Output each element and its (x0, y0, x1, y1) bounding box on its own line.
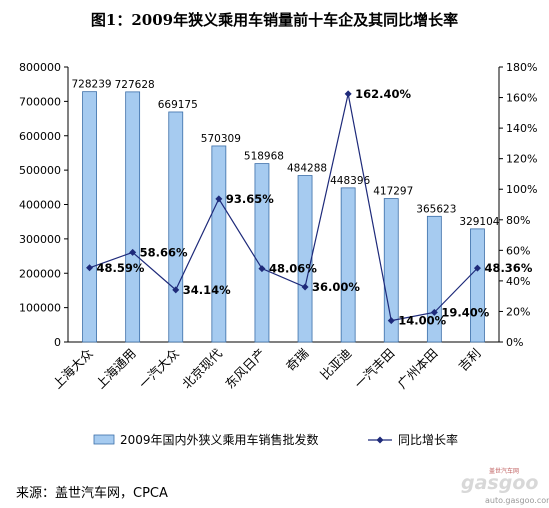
y-left-tick-label: 200000 (19, 267, 61, 280)
legend-bar-label: 2009年国内外狭义乘用车销售批发数 (120, 432, 319, 447)
bar (211, 145, 227, 343)
y-right-tick-label: 60% (506, 244, 530, 257)
y-left-tick-label: 600000 (19, 130, 61, 143)
watermark-url: auto.gasgoo.com (485, 496, 549, 505)
x-tick-label: 比亚迪 (317, 346, 354, 383)
line-value-label: 36.00% (312, 280, 360, 294)
bar-value-label: 669175 (158, 99, 198, 111)
y-left-tick-label: 300000 (19, 233, 61, 246)
y-right-tick-label: 120% (506, 153, 537, 166)
line-marker (129, 248, 137, 256)
y-right-tick-label: 80% (506, 214, 530, 227)
line-marker (172, 286, 180, 294)
legend-bar-swatch (93, 434, 115, 445)
line-value-label: 14.00% (398, 314, 446, 328)
line-value-label: 48.59% (97, 261, 145, 275)
bar-value-label: 329104 (459, 216, 499, 228)
x-tick-label: 上海大众 (50, 346, 96, 392)
line-value-label: 93.65% (226, 192, 274, 206)
y-left-tick-label: 800000 (19, 61, 61, 74)
bar (254, 163, 270, 343)
y-left-tick-label: 0 (54, 336, 61, 349)
line-value-label: 48.06% (269, 262, 317, 276)
line-marker (301, 283, 309, 291)
line-marker (387, 317, 395, 325)
bar-value-label: 417297 (373, 186, 413, 198)
bar-value-label: 728239 (72, 79, 112, 91)
x-tick-label: 上海通用 (93, 346, 139, 392)
bar-value-label: 518968 (244, 151, 284, 163)
line-value-label: 162.40% (355, 87, 411, 101)
bar (168, 111, 184, 343)
line-marker (473, 264, 481, 272)
y-right-tick-label: 40% (506, 275, 530, 288)
legend-line-label: 同比增长率 (398, 432, 458, 447)
bar (340, 187, 356, 343)
source-note: 来源：盖世汽车网，CPCA (16, 486, 168, 501)
y-right-tick-label: 160% (506, 92, 537, 105)
y-left-tick-label: 100000 (19, 302, 61, 315)
bar-value-label: 570309 (201, 133, 241, 145)
line-value-label: 48.36% (484, 261, 532, 275)
y-left-tick-label: 500000 (19, 164, 61, 177)
y-right-tick-label: 140% (506, 122, 537, 135)
line-marker (215, 195, 223, 203)
x-tick-label: 奇瑞 (283, 346, 311, 374)
y-right-tick-label: 100% (506, 183, 537, 196)
y-right-tick-label: 0% (506, 336, 523, 349)
bar-value-label: 484288 (287, 163, 327, 175)
bar-value-label: 448396 (330, 175, 370, 187)
x-tick-label: 一汽丰田 (351, 346, 397, 392)
y-left-tick-label: 400000 (19, 199, 61, 212)
y-right-tick-label: 180% (506, 61, 537, 74)
bar (383, 198, 399, 343)
y-right-tick-label: 20% (506, 305, 530, 318)
line-marker (86, 264, 94, 272)
line-value-label: 58.66% (140, 245, 188, 259)
x-tick-label: 东风日产 (222, 346, 268, 392)
bar (470, 228, 485, 343)
bar (297, 175, 313, 343)
x-tick-label: 吉利 (455, 346, 483, 374)
x-tick-label: 广州本田 (394, 346, 440, 392)
bar-value-label: 727628 (115, 79, 155, 91)
line-marker (258, 265, 266, 273)
combo-chart: 0 100000 200000 300000 400000 500000 600000 700… (19, 61, 537, 447)
watermark-cn: 盖世汽车网 (489, 468, 520, 475)
line-value-label: 19.40% (441, 305, 489, 319)
x-tick-label: 北京现代 (179, 345, 225, 391)
watermark-logo: 盖世汽车网 gasgoo auto.gasgoo.com (455, 466, 549, 506)
bar-value-label: 365623 (416, 203, 456, 215)
line-value-label: 34.14% (183, 283, 231, 297)
bar (125, 91, 141, 343)
watermark-brand: gasgoo (461, 472, 539, 494)
x-tick-label: 一汽大众 (136, 346, 182, 392)
bar (82, 91, 97, 343)
y-left-tick-label: 700000 (19, 95, 61, 108)
bar (426, 215, 442, 343)
line-marker (430, 308, 438, 316)
legend-line-marker (376, 436, 384, 444)
line-marker (344, 90, 352, 98)
chart-title: 图1：2009年狭义乘用车销量前十车企及其同比增长率 (90, 11, 459, 29)
growth-line (89, 93, 478, 322)
